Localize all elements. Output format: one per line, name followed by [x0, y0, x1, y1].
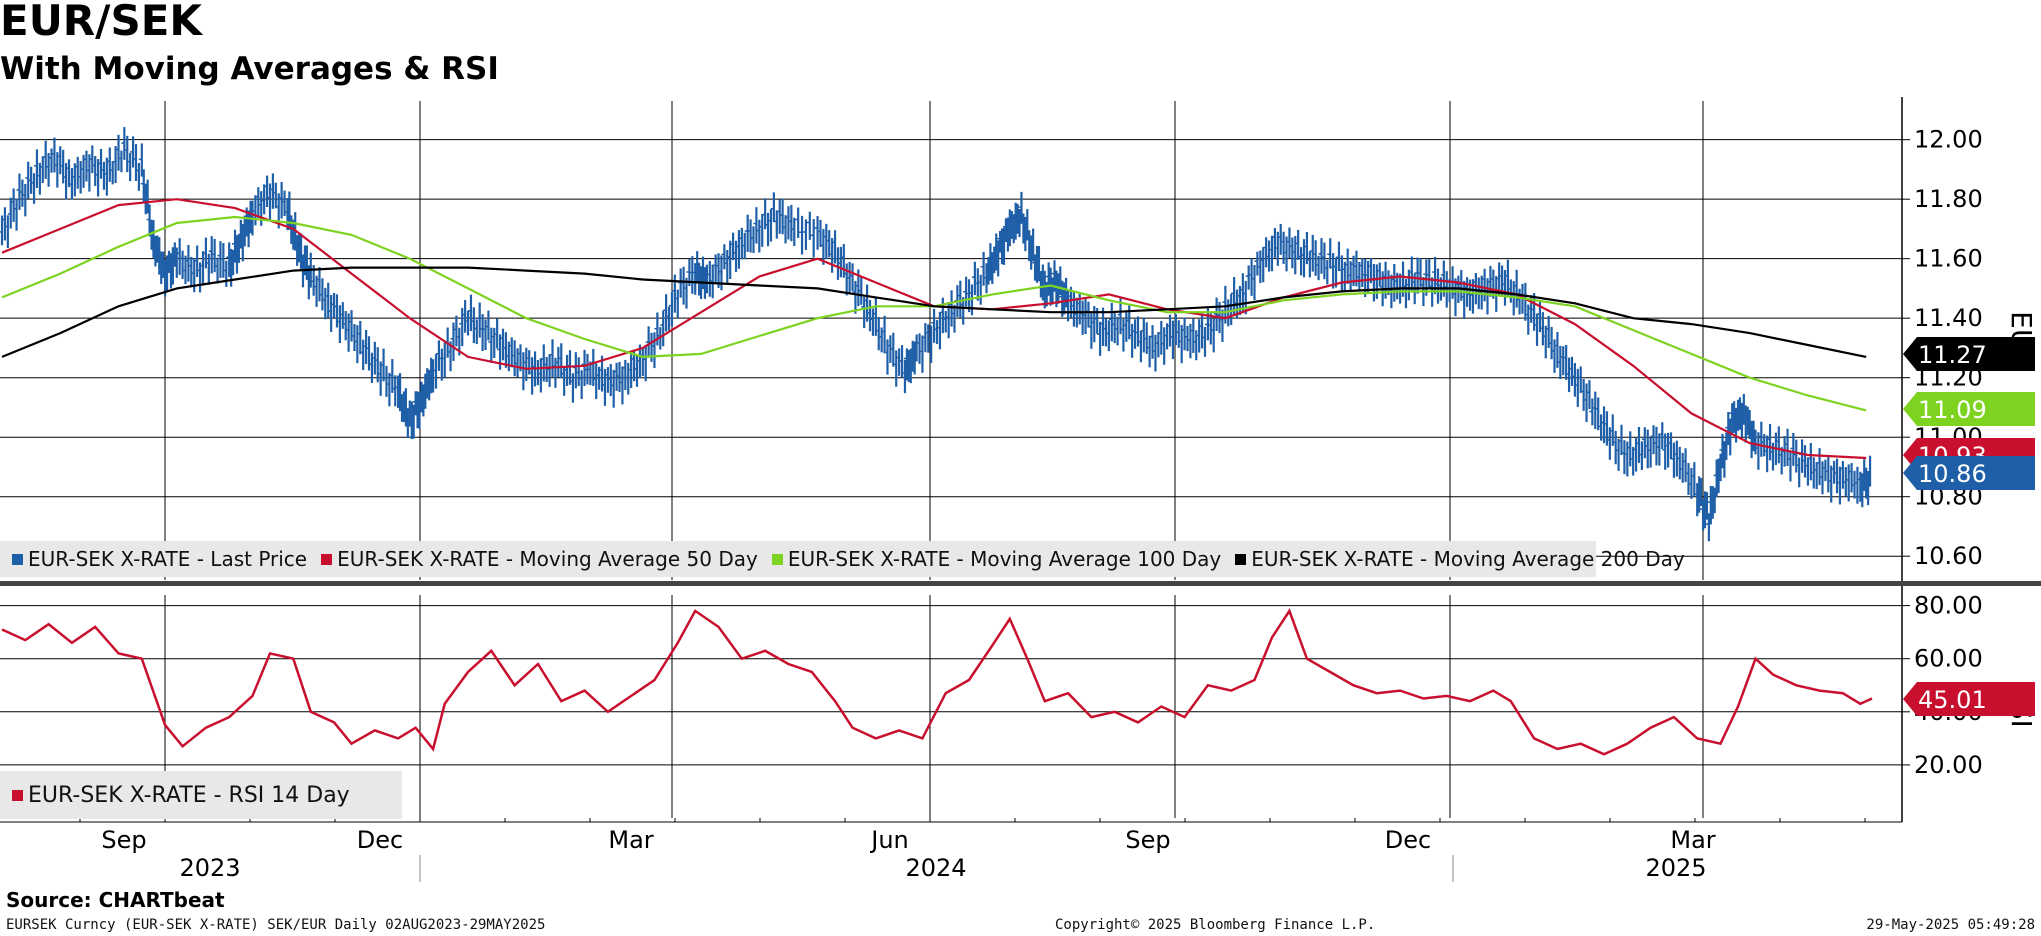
source-label: Source: CHARTbeat: [6, 888, 225, 912]
rsi-y-tick-label: 20.00: [1914, 751, 1983, 779]
legend-swatch-ma100: [771, 553, 783, 565]
rsi-y-tick-label: 60.00: [1914, 645, 1983, 673]
legend-swatch-rsi: [12, 789, 23, 801]
rsi-legend: EUR-SEK X-RATE - RSI 14 Day: [0, 771, 402, 819]
price-y-tick-label: 11.60: [1914, 245, 1983, 273]
price-y-tick-label: 10.60: [1914, 542, 1983, 570]
price-y-tick-label: 11.40: [1914, 304, 1983, 332]
footer-copyright: Copyright© 2025 Bloomberg Finance L.P.: [1055, 917, 1376, 933]
x-month-label: Dec: [1385, 826, 1431, 854]
moving-average-lines: [1, 198, 1867, 460]
last-value-ma100: 11.09: [1918, 396, 1987, 424]
legend-item-rsi: EUR-SEK X-RATE - RSI 14 Day: [12, 783, 350, 808]
legend-label: EUR-SEK X-RATE - Moving Average 100 Day: [787, 547, 1222, 571]
x-year-label: 2024: [905, 854, 966, 882]
month-gridlines: [164, 101, 1704, 818]
legend-swatch-price: [12, 553, 23, 565]
x-month-label: Sep: [101, 826, 146, 854]
price-y-tick-label: 11.80: [1914, 185, 1983, 213]
legend-item-last-price: EUR-SEK X-RATE - Last Price: [12, 547, 307, 571]
rsi-line-series: [1, 608, 1873, 756]
price-legend: EUR-SEK X-RATE - Last Price EUR-SEK X-RA…: [0, 541, 1685, 577]
rsi-grid: [0, 605, 1902, 766]
chart-subtitle: With Moving Averages & RSI: [0, 51, 499, 87]
legend-item-ma100: EUR-SEK X-RATE - Moving Average 100 Day: [771, 547, 1222, 571]
footer-timestamp: 29-May-2025 05:49:28: [1866, 917, 2035, 933]
x-month-label: Sep: [1125, 826, 1170, 854]
last-value-ma200: 11.27: [1918, 341, 1987, 369]
rsi-y-tick-label: 80.00: [1914, 592, 1983, 620]
last-value-rsi-bg: [1903, 682, 2035, 716]
legend-swatch-ma200: [1235, 553, 1247, 565]
chart-title: EUR/SEK: [0, 0, 202, 45]
panel-separator: [0, 581, 2041, 586]
footer-description: EURSEK Curncy (EUR-SEK X-RATE) SEK/EUR D…: [6, 917, 546, 933]
last-value-rsi: 45.01: [1918, 686, 1987, 714]
last-value-price-bg: [1903, 456, 2035, 490]
rsi-line: [1, 608, 1873, 756]
legend-label: EUR-SEK X-RATE - Moving Average 50 Day: [337, 547, 758, 571]
last-value-price: 10.86: [1918, 460, 1987, 488]
x-axis-labels: Sep Dec Mar Jun Sep Dec Mar 2023 2024 2025: [101, 826, 1716, 882]
ma200-line: [1, 266, 1867, 358]
legend-label: EUR-SEK X-RATE - RSI 14 Day: [28, 782, 350, 808]
x-month-label: Dec: [357, 826, 403, 854]
x-year-label: 2023: [179, 854, 240, 882]
x-month-label: Mar: [608, 826, 653, 854]
last-value-ma200-bg: [1903, 337, 2035, 371]
last-value-ma100-bg: [1903, 392, 2035, 426]
legend-item-ma200: EUR-SEK X-RATE - Moving Average 200 Day: [1235, 547, 1685, 571]
legend-label: EUR-SEK X-RATE - Last Price: [28, 547, 308, 571]
price-y-tick-label: 12.00: [1914, 126, 1983, 154]
legend-label: EUR-SEK X-RATE - Moving Average 200 Day: [1251, 547, 1685, 571]
legend-swatch-ma50: [321, 553, 333, 565]
x-month-label: Mar: [1670, 826, 1715, 854]
x-year-label: 2025: [1645, 854, 1706, 882]
x-month-label: Jun: [869, 826, 909, 854]
legend-item-ma50: EUR-SEK X-RATE - Moving Average 50 Day: [321, 547, 758, 571]
